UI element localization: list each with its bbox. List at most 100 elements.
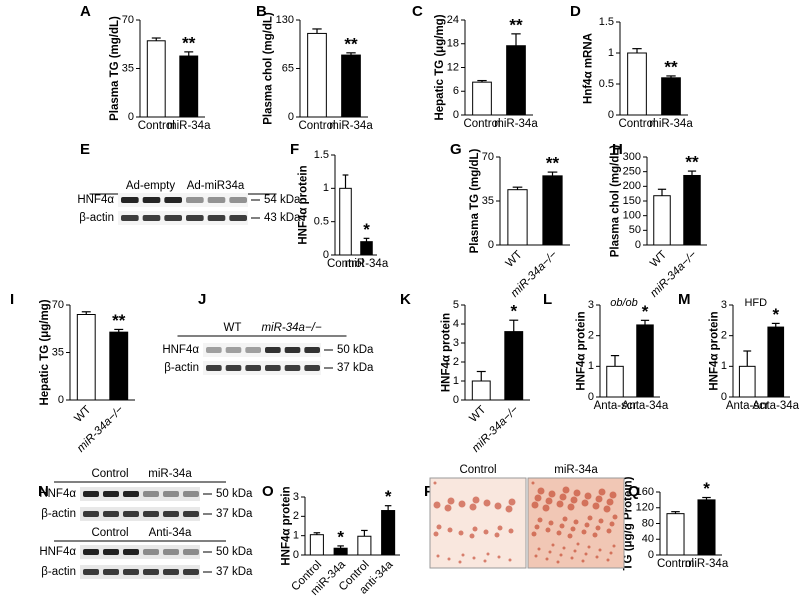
row-label: β-actin [41, 566, 76, 578]
bar [697, 499, 716, 556]
stain-dot [592, 532, 598, 538]
panel-letter: E [80, 141, 90, 158]
stain-dot [537, 487, 545, 495]
stain-dot [548, 490, 556, 498]
bar [333, 547, 348, 556]
significance: ** [344, 34, 358, 53]
stain-dot [598, 548, 602, 552]
blot-band [83, 569, 99, 575]
bar [309, 534, 324, 556]
blot-band [142, 215, 161, 221]
stain-dot [537, 517, 543, 523]
y-tick-label: 0 [721, 391, 727, 403]
blot-band [121, 215, 139, 221]
size-label: 50 kDa [216, 488, 253, 500]
significance: ** [112, 311, 126, 330]
panel-letter: M [678, 291, 691, 308]
bar [506, 45, 526, 116]
y-tick-label: 250 [623, 166, 641, 178]
bar [109, 331, 129, 401]
blot-band [265, 347, 281, 353]
blot-band [206, 365, 222, 371]
stain-dot [447, 557, 451, 561]
y-tick-label: 2 [588, 330, 594, 342]
stain-dot [494, 532, 500, 538]
stain-dot [447, 527, 453, 533]
blot-band [164, 197, 182, 203]
stain-dot [486, 552, 490, 556]
stain-dot [592, 502, 600, 510]
blot-band [123, 511, 139, 517]
stain-dot [598, 518, 604, 524]
stain-dot [433, 481, 437, 485]
x-tick-label: WT [467, 404, 488, 425]
stain-dot [447, 497, 455, 505]
size-label: 50 kDa [337, 344, 374, 356]
blot-band [123, 569, 139, 575]
stain-dot [612, 544, 616, 548]
blot-band [103, 511, 119, 517]
stain-dot [581, 499, 589, 507]
y-tick-label: 50 [629, 224, 641, 236]
x-tick-label: WT [648, 249, 669, 270]
blot-band [163, 549, 179, 555]
stain-dot [584, 522, 590, 528]
y-tick-label: 0 [128, 111, 134, 123]
significance: ** [664, 57, 678, 76]
blot-band [123, 491, 139, 497]
blot-strip [118, 211, 248, 225]
blot-band [142, 197, 161, 203]
y-tick-label: 1 [721, 360, 727, 372]
blot-band [183, 491, 199, 497]
stain-dot [559, 523, 565, 529]
y-axis-label: Hepatic TG (μg/mg) [434, 14, 446, 120]
significance: * [772, 305, 779, 324]
x-tick-label: miR-34a [329, 120, 373, 132]
stain-dot [537, 547, 541, 551]
blot-band [284, 347, 301, 353]
stain-dot [606, 498, 614, 506]
blot-strip [80, 487, 200, 501]
x-tick-label: Control [298, 120, 335, 132]
y-axis-label: Plasma chol (mg/dL) [610, 145, 622, 258]
stain-dot [556, 530, 562, 536]
blot-band [163, 511, 179, 517]
blot-band [143, 549, 159, 555]
stain-dot [461, 553, 465, 557]
blot-band [284, 365, 301, 371]
stain-dot [483, 499, 491, 507]
panel-letter: F [290, 141, 299, 158]
y-axis-label: TG (μg/g Protein) [623, 476, 635, 570]
row-label: β-actin [164, 362, 199, 374]
stain-dot [581, 529, 587, 535]
panel-letter: P [424, 483, 434, 500]
bar [339, 187, 352, 256]
blot-band [225, 347, 242, 353]
y-tick-label: 1 [453, 375, 459, 387]
stain-dot [508, 528, 514, 534]
blot-band [123, 549, 139, 555]
y-tick-label: 200 [623, 180, 641, 192]
blot-band [143, 569, 159, 575]
panel-letter: J [198, 291, 206, 308]
blot-band [163, 491, 179, 497]
blot-band [83, 549, 99, 555]
stain-dot [587, 545, 591, 549]
stain-dot [612, 514, 618, 520]
stain-dot [534, 554, 538, 558]
y-tick-label: 0 [588, 391, 594, 403]
stain-dot [603, 505, 611, 513]
bar [627, 52, 647, 116]
stain-dot [573, 549, 577, 553]
y-tick-label: 0 [635, 239, 641, 251]
group-label: Control [91, 527, 128, 539]
blot-strip [203, 361, 321, 375]
y-axis-label: Hepatic TG (μg/mg) [39, 299, 51, 405]
y-tick-label: 12 [447, 61, 459, 73]
blot-strip [80, 545, 200, 559]
y-tick-label: 65 [282, 62, 294, 74]
y-tick-label: 1 [588, 360, 594, 372]
y-tick-label: 5 [453, 299, 459, 311]
stain-dot [472, 526, 478, 532]
blot-band [245, 347, 261, 353]
